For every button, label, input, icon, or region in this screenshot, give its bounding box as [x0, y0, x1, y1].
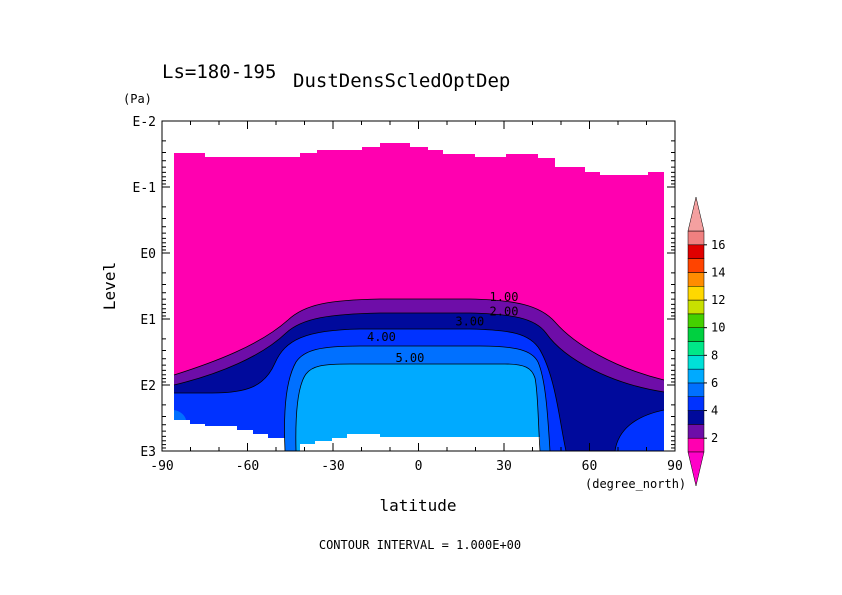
x-tick-label: 30	[496, 459, 512, 474]
y-axis: E-2 E-1 E0 E1 E2 E3	[133, 115, 675, 460]
x-tick-label: 0	[415, 459, 423, 474]
contour-label: 1.00	[490, 290, 519, 304]
y-tick-label: E0	[140, 247, 156, 262]
colorbar-tick-label: 12	[711, 293, 725, 307]
y-tick-label: E-1	[133, 181, 156, 196]
colorbar: 2 4 6 8 10 12 14 16	[687, 196, 725, 487]
colorbar-swatch	[687, 396, 705, 411]
x-tick-label: -90	[150, 459, 173, 474]
colorbar-swatch	[687, 313, 705, 328]
colorbar-swatch	[687, 437, 705, 453]
colorbar-swatch	[687, 368, 705, 384]
y-unit-label: (Pa)	[123, 92, 152, 106]
colorbar-swatch	[687, 424, 705, 439]
x-unit-label: (degree_north)	[585, 477, 686, 491]
colorbar-swatch	[687, 286, 705, 301]
y-axis-label: Level	[100, 262, 119, 310]
contour-label: 5.00	[395, 351, 424, 365]
colorbar-tick-label: 4	[711, 404, 718, 418]
contour-band-5-left	[174, 410, 186, 420]
colorbar-tick-label: 6	[711, 376, 718, 390]
colorbar-swatch	[687, 299, 705, 315]
colorbar-swatch	[687, 272, 705, 287]
colorbar-over-triangle	[687, 196, 705, 232]
contour-label: 4.00	[367, 330, 396, 344]
period-label: Ls=180-195	[162, 61, 276, 83]
colorbar-swatch	[687, 244, 705, 259]
contour-labels: 1.002.00 3.00 4.00 5.00	[367, 290, 518, 365]
colorbar-swatch	[687, 327, 705, 342]
colorbar-tick-label: 16	[711, 238, 725, 252]
y-tick-label: E2	[140, 379, 156, 394]
x-tick-label: 60	[582, 459, 598, 474]
x-tick-label: -60	[236, 459, 259, 474]
contour-band-6	[295, 364, 540, 451]
colorbar-swatch	[687, 355, 705, 370]
colorbar-swatch	[687, 382, 705, 397]
colorbar-tick-label: 8	[711, 348, 718, 362]
colorbar-swatch	[687, 258, 705, 273]
chart-title: DustDensScledOptDep	[293, 70, 510, 92]
missing-data-bottom-center	[300, 434, 540, 451]
colorbar-swatch	[687, 341, 705, 356]
colorbar-swatch	[687, 230, 705, 246]
y-tick-label: E-2	[133, 115, 156, 130]
contour-interval-note: CONTOUR INTERVAL = 1.000E+00	[319, 538, 521, 552]
colorbar-tick-label: 14	[711, 265, 725, 279]
colorbar-under-triangle	[687, 451, 705, 487]
colorbar-tick-label: 10	[711, 321, 725, 335]
x-tick-label: -30	[321, 459, 344, 474]
contour-field: 1.002.00 3.00 4.00 5.00	[173, 143, 665, 451]
y-tick-label: E1	[140, 313, 156, 328]
colorbar-swatch	[687, 410, 705, 425]
contour-label: 3.00	[455, 315, 484, 329]
missing-data-bottom-left	[174, 420, 285, 451]
colorbar-tick-label: 2	[711, 431, 718, 445]
x-axis: -90 -60 -30 0 30 60 90	[150, 121, 683, 474]
y-tick-label: E3	[140, 445, 156, 460]
x-tick-label: 90	[667, 459, 683, 474]
contour-band-4-right	[615, 410, 664, 451]
contour-label: 2.00	[490, 305, 519, 319]
x-axis-label: latitude	[379, 496, 456, 515]
